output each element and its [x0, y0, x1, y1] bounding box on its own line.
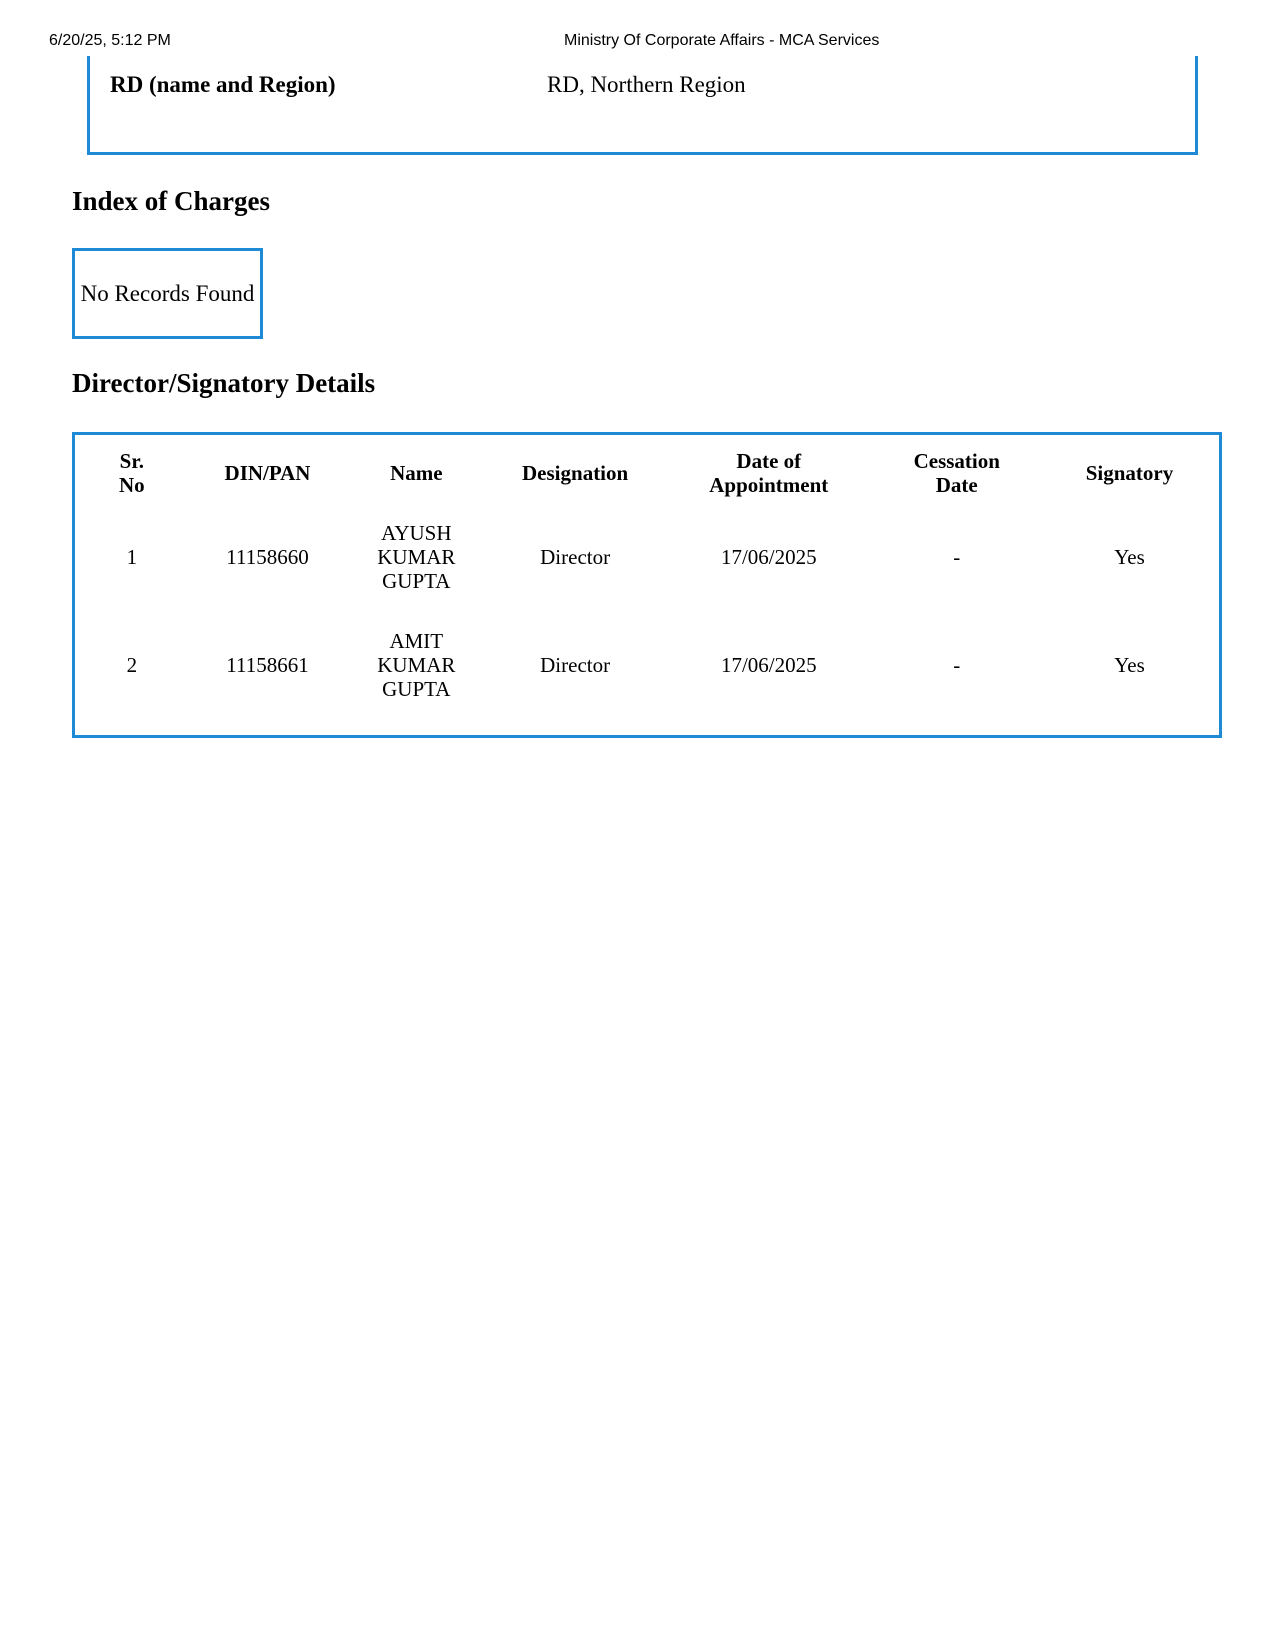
charges-heading: Index of Charges — [72, 186, 271, 216]
col-din-pan: DIN/PAN — [224, 461, 311, 485]
cell-appointment-date: 17/06/2025 — [720, 545, 817, 569]
col-date-of-appointment: Date of Appointment — [709, 449, 829, 497]
col-signatory: Signatory — [1085, 461, 1174, 485]
cell-signatory: Yes — [1114, 653, 1145, 677]
directors-table-box: Sr. No DIN/PAN Name Designation Date of … — [72, 432, 1222, 738]
cell-designation: Director — [540, 545, 611, 569]
col-cessation-date: Cessation Date — [913, 449, 1000, 497]
table-row: 2 11158661 AMIT KUMAR GUPTA Director 17/… — [75, 611, 1219, 719]
table-header-row: Sr. No DIN/PAN Name Designation Date of … — [75, 443, 1219, 503]
directors-heading: Director/Signatory Details — [72, 368, 376, 398]
table-row: 1 11158660 AYUSH KUMAR GUPTA Director 17… — [75, 503, 1219, 611]
col-sr-no: Sr. No — [119, 449, 145, 497]
cell-cessation-date: - — [953, 653, 961, 677]
cell-appointment-date: 17/06/2025 — [720, 653, 817, 677]
cell-name: AMIT KUMAR GUPTA — [377, 629, 456, 701]
cell-din: 11158660 — [226, 545, 309, 569]
no-records-box: No Records Found — [72, 248, 263, 339]
cell-cessation-date: - — [953, 545, 961, 569]
rd-section: RD (name and Region) RD, Northern Region — [87, 56, 1198, 155]
cell-designation: Director — [540, 653, 611, 677]
cell-sr-no: 1 — [126, 545, 138, 569]
print-datetime: 6/20/25, 5:12 PM — [49, 32, 171, 49]
rd-value: RD, Northern Region — [547, 72, 746, 97]
cell-din: 11158661 — [226, 653, 309, 677]
col-name: Name — [390, 461, 443, 485]
cell-signatory: Yes — [1114, 545, 1145, 569]
cell-name: AYUSH KUMAR GUPTA — [377, 521, 456, 593]
print-page-title: Ministry Of Corporate Affairs - MCA Serv… — [564, 32, 880, 49]
cell-sr-no: 2 — [126, 653, 138, 677]
col-designation: Designation — [522, 461, 629, 485]
rd-label: RD (name and Region) — [110, 72, 336, 97]
directors-table: Sr. No DIN/PAN Name Designation Date of … — [75, 443, 1219, 719]
